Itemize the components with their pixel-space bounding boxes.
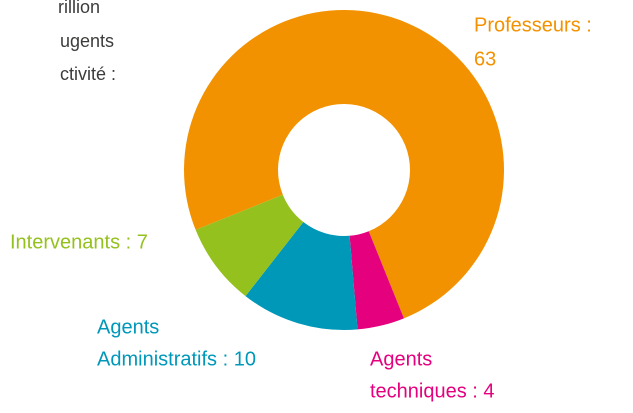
slice-label: Agents bbox=[370, 348, 432, 370]
donut-slice bbox=[245, 222, 358, 330]
intro-text: rillion bbox=[58, 0, 100, 17]
slice-label: 63 bbox=[474, 48, 496, 70]
slice-label: techniques : 4 bbox=[370, 380, 495, 402]
slice-label: Administratifs : 10 bbox=[97, 348, 256, 370]
slice-label: Intervenants : 7 bbox=[10, 231, 148, 253]
slice-label: Agents bbox=[97, 316, 159, 338]
donut-slice bbox=[349, 231, 404, 330]
intro-text: ctivité : bbox=[60, 64, 116, 84]
donut-slice bbox=[184, 10, 505, 319]
intro-text: ugents bbox=[60, 31, 114, 51]
donut-slice bbox=[195, 194, 304, 297]
slice-label: Professeurs : bbox=[474, 14, 592, 36]
